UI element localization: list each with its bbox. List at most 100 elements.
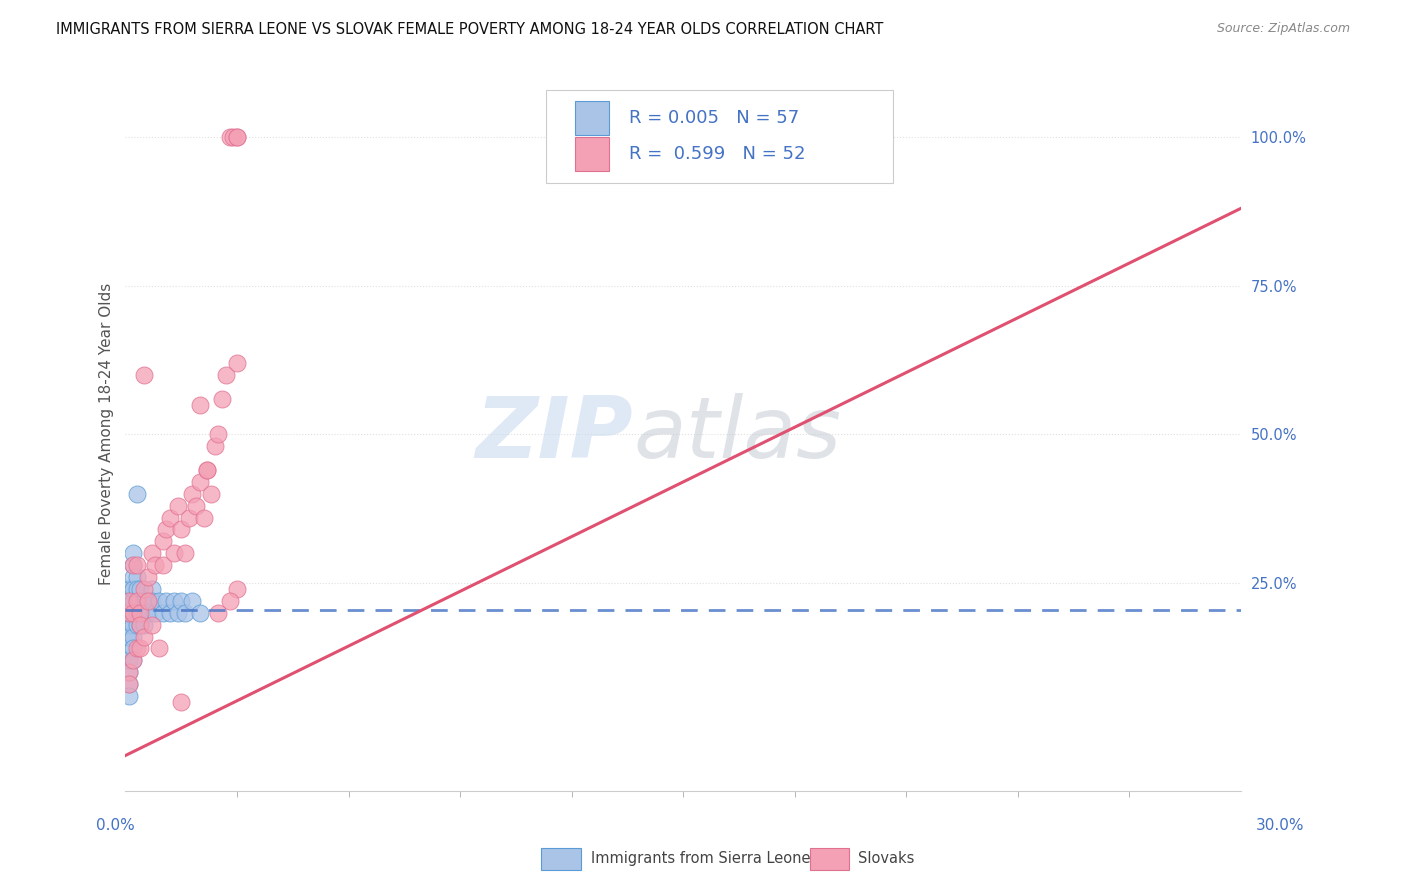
- Point: [195, 463, 218, 477]
- Point: [129, 594, 152, 608]
- Point: [170, 695, 193, 709]
- Text: ZIP: ZIP: [475, 392, 633, 475]
- FancyBboxPatch shape: [575, 101, 609, 136]
- Point: [218, 129, 240, 144]
- Point: [159, 606, 181, 620]
- Point: [118, 606, 141, 620]
- Point: [122, 641, 145, 656]
- Point: [170, 523, 193, 537]
- Point: [132, 606, 155, 620]
- Point: [122, 653, 145, 667]
- Point: [118, 582, 141, 596]
- Point: [226, 129, 249, 144]
- Point: [211, 392, 233, 406]
- Point: [226, 582, 249, 596]
- Point: [204, 439, 226, 453]
- Point: [226, 129, 249, 144]
- Point: [122, 594, 145, 608]
- Point: [118, 677, 141, 691]
- Point: [132, 630, 155, 644]
- Point: [136, 570, 159, 584]
- Point: [132, 594, 155, 608]
- Point: [122, 558, 145, 573]
- Point: [174, 546, 197, 560]
- Text: R = 0.005   N = 57: R = 0.005 N = 57: [628, 109, 799, 128]
- Point: [141, 617, 163, 632]
- Point: [188, 475, 211, 489]
- Point: [122, 570, 145, 584]
- Point: [132, 368, 155, 382]
- Point: [163, 546, 186, 560]
- FancyBboxPatch shape: [575, 136, 609, 171]
- Point: [136, 606, 159, 620]
- Point: [118, 665, 141, 680]
- Point: [129, 606, 152, 620]
- Point: [118, 594, 141, 608]
- Point: [222, 129, 245, 144]
- Point: [155, 523, 177, 537]
- Point: [118, 606, 141, 620]
- Point: [143, 606, 166, 620]
- Point: [125, 594, 148, 608]
- Point: [118, 582, 141, 596]
- Point: [181, 594, 204, 608]
- Point: [141, 582, 163, 596]
- Point: [188, 606, 211, 620]
- Point: [152, 606, 174, 620]
- Point: [122, 617, 145, 632]
- Point: [215, 368, 238, 382]
- Point: [141, 594, 163, 608]
- FancyBboxPatch shape: [546, 89, 893, 183]
- Point: [125, 617, 148, 632]
- Point: [200, 487, 222, 501]
- Point: [118, 617, 141, 632]
- Point: [118, 677, 141, 691]
- Point: [125, 641, 148, 656]
- Point: [136, 594, 159, 608]
- Point: [184, 499, 207, 513]
- Point: [118, 594, 141, 608]
- Point: [195, 463, 218, 477]
- Text: atlas: atlas: [633, 392, 841, 475]
- Point: [118, 641, 141, 656]
- Point: [177, 510, 200, 524]
- Point: [122, 606, 145, 620]
- Point: [129, 606, 152, 620]
- Point: [125, 582, 148, 596]
- Point: [122, 558, 145, 573]
- Point: [148, 641, 170, 656]
- Point: [166, 499, 188, 513]
- Point: [174, 606, 197, 620]
- Point: [207, 606, 229, 620]
- Point: [125, 487, 148, 501]
- Text: Immigrants from Sierra Leone: Immigrants from Sierra Leone: [591, 851, 810, 865]
- Point: [118, 594, 141, 608]
- Point: [166, 606, 188, 620]
- Point: [181, 487, 204, 501]
- Y-axis label: Female Poverty Among 18-24 Year Olds: Female Poverty Among 18-24 Year Olds: [100, 283, 114, 585]
- Text: IMMIGRANTS FROM SIERRA LEONE VS SLOVAK FEMALE POVERTY AMONG 18-24 YEAR OLDS CORR: IMMIGRANTS FROM SIERRA LEONE VS SLOVAK F…: [56, 22, 883, 37]
- Point: [155, 594, 177, 608]
- Point: [118, 665, 141, 680]
- Point: [118, 594, 141, 608]
- Point: [141, 546, 163, 560]
- Point: [163, 594, 186, 608]
- Text: Source: ZipAtlas.com: Source: ZipAtlas.com: [1216, 22, 1350, 36]
- Point: [122, 582, 145, 596]
- Point: [122, 594, 145, 608]
- Point: [226, 356, 249, 370]
- Point: [122, 546, 145, 560]
- Point: [118, 594, 141, 608]
- Point: [125, 606, 148, 620]
- Point: [125, 558, 148, 573]
- Point: [118, 606, 141, 620]
- Point: [132, 582, 155, 596]
- Point: [129, 617, 152, 632]
- Point: [148, 594, 170, 608]
- Point: [136, 594, 159, 608]
- Point: [129, 641, 152, 656]
- Point: [129, 582, 152, 596]
- Point: [125, 570, 148, 584]
- Point: [152, 534, 174, 549]
- Point: [118, 689, 141, 703]
